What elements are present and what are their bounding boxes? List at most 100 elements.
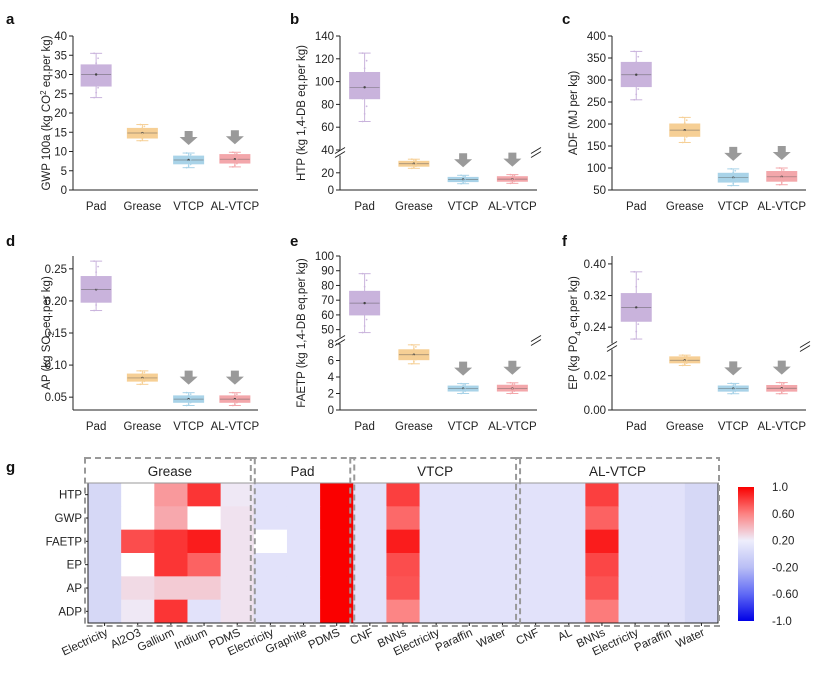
y-axis-title: AP (kg SO2 eq.per kg) — [41, 276, 56, 390]
sample-point — [730, 382, 733, 385]
box-al-vtcp — [496, 152, 528, 185]
heatmap-cell — [353, 529, 387, 554]
sample-point — [231, 400, 234, 403]
sample-point — [780, 391, 783, 394]
heatmap-cell — [286, 529, 321, 554]
sample-point — [139, 374, 142, 377]
sample-point — [143, 130, 146, 133]
sample-point — [363, 325, 366, 327]
y-tick-label: 0.40 — [584, 259, 606, 271]
sample-point — [410, 167, 413, 170]
sample-point — [185, 161, 188, 164]
sample-point — [141, 132, 144, 135]
axis-break-mark — [799, 341, 811, 348]
sample-point — [365, 318, 368, 321]
sample-point — [231, 396, 234, 398]
sample-point — [509, 385, 512, 388]
heatmap-cell — [353, 553, 387, 577]
sample-point — [414, 346, 417, 348]
sample-point — [633, 293, 636, 296]
y-axis-title: GWP 100a (kg CO2 eq.per kg) — [39, 35, 53, 190]
box-al-vtcp — [219, 130, 251, 168]
heatmap-row-label: GWP — [55, 513, 83, 525]
x-category-label: VTCP — [173, 421, 204, 433]
sample-point — [460, 382, 463, 385]
sample-point — [681, 361, 684, 363]
box-vtcp — [173, 370, 205, 407]
x-category-label: VTCP — [448, 201, 479, 213]
sample-point — [363, 285, 366, 288]
sample-point — [187, 160, 190, 163]
axis-break-mark — [530, 147, 542, 154]
sample-point — [782, 382, 785, 385]
heatmap-cell — [452, 506, 487, 531]
group-title: Pad — [291, 464, 315, 479]
heatmap-column-label: Paraffin — [434, 627, 475, 655]
box-iqr — [349, 71, 381, 100]
x-category-label: VTCP — [448, 421, 479, 433]
sample-point — [513, 383, 516, 385]
y-tick-label: 100 — [587, 163, 606, 175]
y-tick-label: 0 — [328, 405, 334, 417]
x-category-label: AL-VTCP — [757, 201, 806, 213]
sample-point — [635, 308, 638, 311]
heatmap-cell — [519, 529, 553, 554]
sample-point — [235, 393, 238, 396]
heatmap-row-label: ADP — [58, 606, 82, 618]
x-category-label: Grease — [395, 201, 433, 213]
y-tick-label: 0.20 — [45, 296, 67, 308]
sample-point — [139, 378, 142, 381]
box-pad — [620, 50, 652, 101]
sample-point — [633, 50, 636, 53]
sample-point — [233, 394, 236, 397]
sample-point — [509, 182, 512, 185]
sample-point — [361, 120, 364, 123]
sample-point — [141, 377, 144, 380]
y-tick-label: 0.10 — [45, 360, 67, 372]
axis-break-gap — [606, 343, 618, 350]
y-tick-label: 140 — [315, 31, 334, 43]
group-title: Grease — [148, 464, 192, 479]
y-tick-label: 0.24 — [584, 322, 607, 334]
sample-point — [460, 177, 463, 180]
axis-break-gap — [334, 337, 346, 344]
x-category-label: VTCP — [718, 421, 749, 433]
axis-break-mark — [606, 341, 618, 348]
panel-label: g — [6, 459, 15, 476]
sample-point — [235, 162, 238, 165]
down-arrow-icon — [179, 370, 198, 385]
box-pad — [80, 52, 112, 99]
heatmap-cell — [121, 553, 155, 577]
sample-point — [361, 292, 364, 295]
sample-point — [363, 67, 366, 70]
x-category-label: Grease — [395, 421, 433, 433]
heatmap-cell — [220, 576, 255, 601]
sample-point — [95, 91, 98, 94]
heatmap-cell — [552, 599, 586, 624]
y-tick-label: 200 — [587, 119, 606, 131]
y-axis-title: ADF (MJ per kg) — [568, 71, 580, 156]
panel-label: c — [562, 11, 570, 28]
box-grease — [126, 123, 158, 142]
x-category-label: AL-VTCP — [211, 201, 260, 213]
y-tick-label: 80 — [321, 99, 334, 111]
y-tick-label: 100 — [315, 77, 334, 89]
sample-point — [730, 167, 733, 170]
sample-point — [412, 354, 415, 357]
sample-point — [513, 386, 516, 389]
heatmap-row-label: AP — [67, 583, 83, 595]
sample-point — [185, 396, 188, 398]
axis-break-mark — [334, 335, 346, 342]
sample-point — [633, 82, 636, 85]
sample-point — [187, 155, 190, 158]
sample-point — [141, 372, 144, 375]
heatmap-cell — [187, 529, 222, 554]
sample-point — [685, 119, 688, 122]
sample-point — [361, 272, 364, 275]
sample-point — [414, 165, 417, 168]
heatmap-cell — [519, 576, 553, 601]
heatmap-cell — [519, 483, 553, 507]
y-tick-label: 120 — [315, 54, 334, 66]
sample-point — [511, 391, 514, 394]
